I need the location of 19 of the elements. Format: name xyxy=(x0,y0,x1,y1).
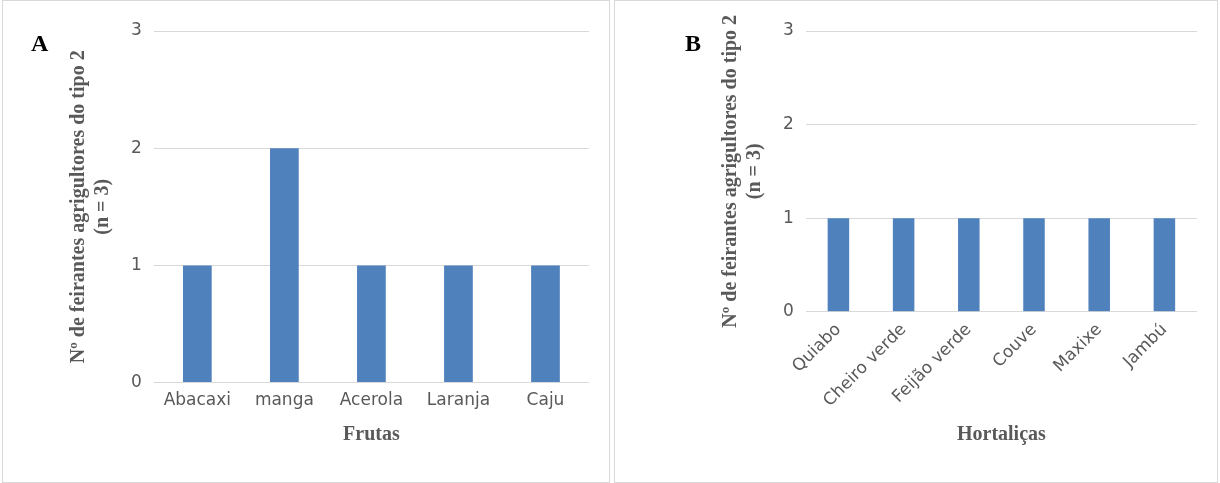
x-tick-label: Laranja xyxy=(426,389,491,410)
y-tick-label: 3 xyxy=(782,19,794,40)
x-axis-title: Hortaliças xyxy=(956,422,1047,446)
x-tick-label: manga xyxy=(254,389,314,410)
y-tick-label: 2 xyxy=(782,112,794,133)
y-axis-title: Nº de feirantes agrigultores do tipo 2 (n = 3) xyxy=(718,14,766,328)
y-tick-label: 0 xyxy=(130,371,142,392)
x-tick-label: Abacaxi xyxy=(163,389,232,410)
x-tick-label: Caju xyxy=(526,389,565,410)
x-axis-title: Frutas xyxy=(343,422,400,445)
y-axis-title: Nº de feirantes agrigultores do tipo 2 (n = 3) xyxy=(66,50,114,364)
y-tick-label: 1 xyxy=(782,206,794,227)
chart-title: A xyxy=(31,30,49,57)
x-tick-label: Acerola xyxy=(339,389,404,410)
y-tick-label: 2 xyxy=(130,136,142,157)
y-tick-label: 3 xyxy=(130,19,142,40)
chart-title: B xyxy=(685,30,702,57)
y-tick-label: 1 xyxy=(130,253,142,274)
y-tick-label: 0 xyxy=(782,300,794,321)
